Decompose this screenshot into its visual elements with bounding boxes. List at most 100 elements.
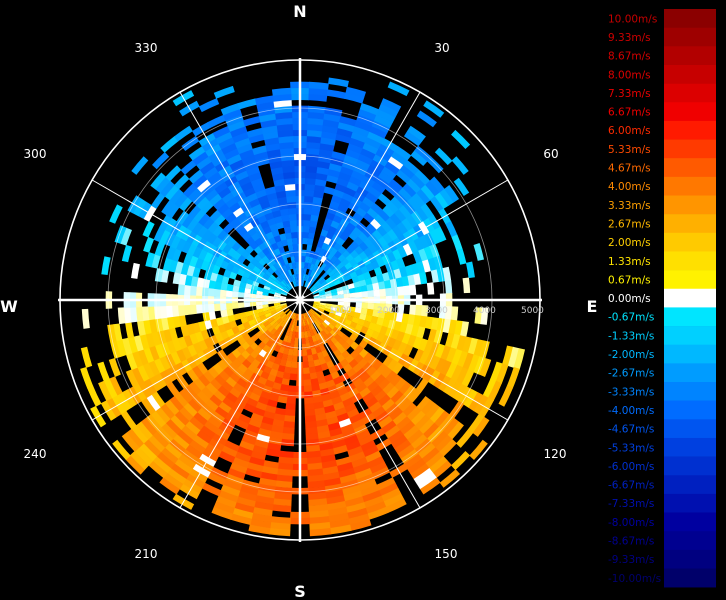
velocity-cell bbox=[367, 455, 385, 469]
velocity-cell bbox=[269, 257, 277, 266]
velocity-cell bbox=[203, 166, 219, 180]
velocity-cell bbox=[450, 306, 459, 321]
velocity-cell bbox=[276, 351, 284, 360]
velocity-cell bbox=[277, 129, 294, 138]
velocity-cell bbox=[409, 304, 417, 316]
velocity-cell bbox=[389, 213, 402, 226]
velocity-cell bbox=[165, 165, 182, 182]
velocity-cell bbox=[255, 188, 268, 199]
legend-swatch bbox=[664, 195, 716, 215]
velocity-cell bbox=[178, 273, 187, 286]
velocity-cell bbox=[229, 462, 248, 475]
velocity-cell bbox=[280, 438, 295, 447]
velocity-cell bbox=[416, 110, 437, 128]
velocity-cell bbox=[381, 420, 397, 434]
velocity-cell bbox=[279, 282, 286, 288]
velocity-cell bbox=[301, 325, 305, 333]
velocity-cell bbox=[315, 419, 329, 428]
velocity-cell bbox=[350, 131, 368, 144]
velocity-cell bbox=[193, 209, 206, 223]
velocity-cell bbox=[117, 307, 126, 325]
velocity-cell bbox=[207, 303, 215, 313]
velocity-cell bbox=[268, 290, 276, 295]
velocity-cell bbox=[399, 322, 408, 334]
velocity-cell bbox=[342, 305, 350, 311]
velocity-cell bbox=[359, 313, 367, 321]
velocity-cell bbox=[274, 105, 293, 114]
legend-label: -6.67m/s bbox=[608, 480, 654, 492]
velocity-cell bbox=[164, 184, 180, 201]
velocity-cell bbox=[271, 419, 285, 428]
velocity-cell bbox=[110, 340, 121, 359]
velocity-cell bbox=[218, 136, 236, 150]
velocity-cell bbox=[166, 467, 187, 485]
velocity-cell bbox=[337, 386, 349, 397]
velocity-cell bbox=[383, 279, 392, 289]
velocity-cell bbox=[273, 178, 286, 187]
velocity-cell bbox=[103, 378, 118, 399]
velocity-cell bbox=[241, 154, 257, 166]
velocity-cell bbox=[382, 232, 394, 245]
velocity-cell bbox=[241, 434, 257, 446]
velocity-cell bbox=[242, 321, 251, 329]
velocity-cell bbox=[233, 502, 255, 514]
velocity-cell bbox=[318, 289, 326, 295]
velocity-cell bbox=[229, 271, 238, 280]
velocity-cell bbox=[143, 236, 155, 253]
velocity-cell bbox=[316, 351, 324, 360]
velocity-cell bbox=[169, 414, 186, 431]
velocity-cell bbox=[229, 159, 245, 171]
velocity-cell bbox=[325, 295, 333, 299]
velocity-cell bbox=[415, 378, 429, 393]
velocity-cell bbox=[233, 367, 245, 379]
velocity-cell bbox=[252, 183, 266, 193]
velocity-cell bbox=[189, 304, 197, 315]
angle-label-240: 240 bbox=[24, 447, 47, 461]
velocity-cell bbox=[109, 204, 123, 224]
velocity-cell bbox=[285, 329, 291, 337]
velocity-cell bbox=[444, 279, 453, 294]
velocity-cell bbox=[148, 360, 160, 377]
velocity-cell bbox=[279, 258, 286, 267]
velocity-cell bbox=[212, 125, 231, 139]
velocity-cell bbox=[332, 326, 341, 335]
velocity-cell bbox=[285, 263, 291, 271]
velocity-cell bbox=[214, 406, 229, 419]
velocity-cell bbox=[296, 273, 300, 281]
velocity-cell bbox=[376, 225, 388, 237]
velocity-cell bbox=[372, 229, 383, 241]
velocity-cell bbox=[196, 429, 213, 444]
velocity-cell bbox=[326, 332, 335, 341]
velocity-cell bbox=[233, 279, 241, 287]
cardinal-west: W bbox=[0, 297, 18, 316]
velocity-cell bbox=[286, 201, 297, 209]
velocity-cell bbox=[178, 388, 193, 404]
azimuth-spoke bbox=[299, 299, 421, 509]
velocity-cell bbox=[340, 166, 354, 177]
velocity-cell bbox=[283, 286, 290, 292]
velocity-cell bbox=[284, 183, 296, 191]
velocity-cell bbox=[312, 264, 318, 272]
legend-label: 2.00m/s bbox=[608, 237, 651, 249]
velocity-cell bbox=[268, 527, 291, 537]
velocity-cell bbox=[313, 359, 321, 367]
velocity-cell bbox=[313, 313, 320, 320]
velocity-cell bbox=[213, 288, 221, 297]
velocity-cell bbox=[292, 267, 297, 275]
velocity-cell bbox=[468, 354, 480, 373]
velocity-cell bbox=[174, 125, 193, 142]
velocity-cell bbox=[280, 320, 287, 328]
velocity-cell bbox=[436, 318, 446, 332]
velocity-cell bbox=[394, 209, 407, 223]
velocity-cell bbox=[178, 196, 193, 212]
velocity-cell bbox=[313, 190, 325, 199]
velocity-cell bbox=[311, 389, 322, 398]
velocity-cell bbox=[226, 308, 234, 317]
velocity-cell bbox=[251, 203, 263, 214]
velocity-cell bbox=[338, 276, 347, 284]
velocity-cell bbox=[232, 507, 254, 520]
velocity-cell bbox=[289, 274, 295, 282]
velocity-cell bbox=[318, 148, 334, 158]
velocity-cell bbox=[161, 199, 175, 216]
velocity-cell bbox=[225, 376, 237, 388]
